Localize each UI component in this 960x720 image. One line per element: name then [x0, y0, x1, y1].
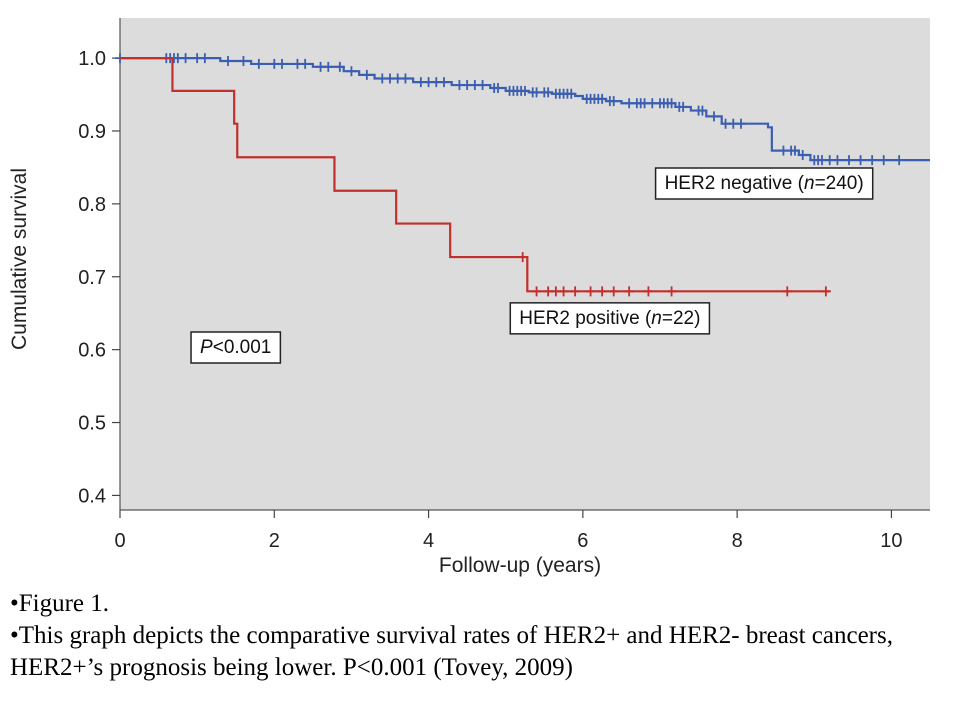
series-line-2	[120, 56, 830, 293]
annotation-text-part: =22)	[662, 308, 701, 329]
annotation-text-part: <0.001	[213, 337, 272, 358]
y-tick-label: 0.8	[78, 194, 106, 216]
censor-mark	[531, 286, 542, 297]
x-tick-label: 4	[423, 530, 434, 552]
survival-chart: 0.4 0.5 0.6 0.7 0.8 0.9 1.0 0 2 4 6 8 10 Follow-up (y…	[8, 18, 930, 577]
censor-mark	[493, 82, 503, 93]
annotation-text-part: n	[651, 308, 662, 329]
annotation-text: P<0.001	[200, 337, 271, 358]
censor-mark	[867, 155, 878, 166]
censor-mark	[543, 87, 554, 98]
annotation-text-part: n	[804, 173, 815, 194]
annotation-text: HER2 negative (n=240)	[665, 173, 864, 194]
censor-mark	[566, 88, 577, 99]
censor-mark	[832, 155, 843, 166]
censor-mark	[709, 111, 719, 122]
x-axis-title: Follow-up (years)	[439, 554, 601, 577]
censor-mark	[608, 96, 619, 107]
censor-mark	[597, 286, 608, 297]
censor-mark	[520, 85, 530, 96]
annotation-text-part: =240)	[815, 173, 864, 194]
caption-description: •This graph depicts the comparative surv…	[10, 622, 893, 681]
annotation-frame	[509, 302, 711, 335]
censor-mark	[790, 145, 800, 156]
annotation-text-part: HER2 negative (	[665, 173, 805, 194]
annotation-box: HER2 negative (n=240)	[654, 167, 874, 200]
censor-mark	[223, 56, 233, 67]
y-tick-label: 0.9	[78, 121, 106, 143]
censor-mark	[400, 73, 411, 84]
censor-mark	[736, 118, 746, 129]
figure-caption: •Figure 1. •This graph depicts the compa…	[10, 588, 955, 684]
censor-mark	[666, 286, 677, 297]
x-tick-label: 2	[269, 530, 280, 552]
y-tick-label: 0.5	[78, 413, 106, 435]
y-axis-title: Cumulative survival	[8, 168, 31, 350]
censor-mark	[678, 101, 689, 112]
censor-mark	[277, 58, 287, 69]
censor-mark	[597, 93, 608, 104]
censor-mark	[300, 58, 311, 69]
x-tick-label: 6	[577, 530, 588, 552]
censor-mark	[238, 56, 249, 67]
censor-mark	[624, 286, 635, 297]
plot-area	[120, 18, 930, 510]
annotation-box: HER2 positive (n=22)	[509, 302, 711, 335]
caption-figure-label: •Figure 1.	[10, 590, 110, 617]
y-tick-label: 0.6	[78, 340, 106, 362]
censor-mark	[643, 286, 654, 297]
annotation-box: P<0.001	[190, 331, 282, 364]
censor-mark	[820, 286, 831, 297]
censor-mark	[558, 286, 569, 297]
y-tick-label: 0.7	[78, 267, 106, 289]
censor-mark	[844, 155, 854, 166]
censor-mark	[253, 58, 264, 69]
x-tick-label: 10	[880, 530, 902, 552]
annotation-text: HER2 positive (n=22)	[519, 308, 700, 329]
y-tick-label: 1.0	[78, 48, 106, 70]
censor-mark	[697, 105, 708, 116]
censor-mark	[477, 80, 488, 91]
censor-mark	[361, 69, 372, 80]
censor-mark	[585, 286, 596, 297]
x-tick-label: 0	[114, 530, 125, 552]
censor-mark	[517, 252, 528, 263]
censor-mark	[608, 286, 619, 297]
annotation-text-part: HER2 positive (	[519, 308, 652, 329]
censor-mark	[346, 66, 357, 77]
censor-mark	[180, 53, 191, 64]
censor-mark	[782, 286, 793, 297]
censor-mark	[666, 98, 677, 109]
censor-mark	[570, 286, 581, 297]
annotation-text-part: P	[200, 337, 213, 358]
censor-mark	[323, 61, 334, 72]
chart-canvas: 0.4 0.5 0.6 0.7 0.8 0.9 1.0 0 2 4 6 8 10 Follow-up (y…	[8, 18, 930, 577]
annotation-frame	[654, 167, 874, 200]
x-tick-label: 8	[732, 530, 743, 552]
y-tick-label: 0.4	[78, 485, 106, 507]
annotation-frame	[190, 331, 282, 364]
censor-mark	[439, 77, 449, 88]
censor-mark	[894, 155, 905, 166]
censor-mark	[334, 61, 345, 72]
censor-mark	[797, 150, 808, 161]
censor-mark	[878, 155, 889, 166]
censor-mark	[855, 155, 866, 166]
censor-mark	[199, 53, 210, 64]
